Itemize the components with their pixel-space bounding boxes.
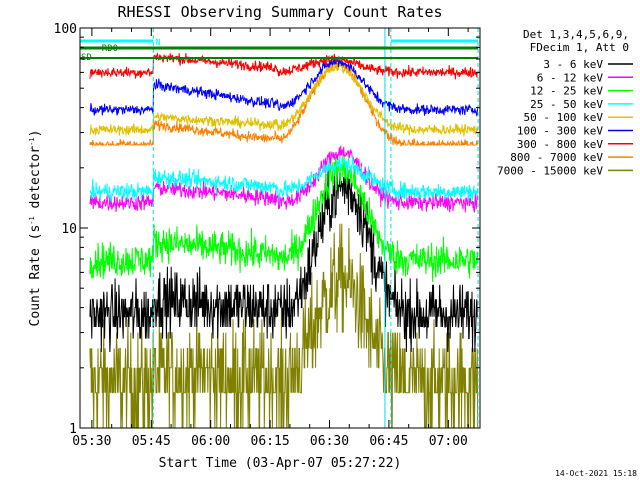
- x-tick-label-4: 06:30: [310, 434, 349, 449]
- y-tick-label-2: 100: [54, 22, 77, 37]
- band-label-n: N: [155, 38, 160, 48]
- series-line-7: [89, 58, 478, 147]
- x-tick-label-1: 05:45: [132, 434, 171, 449]
- series-line-3: [89, 155, 479, 203]
- series-line-0: [89, 164, 478, 353]
- y-axis-label-main: Count Rate (s: [28, 225, 43, 327]
- plot-layer: RD0 SD N 05:30 05:45 06:00 06:15 06:30 06:45 07:0…: [54, 22, 633, 449]
- legend-label-0: 3 - 6 keV: [543, 58, 603, 71]
- y-axis-label-end: ): [28, 130, 43, 138]
- x-tick-label-0: 05:30: [72, 434, 111, 449]
- legend-label-2: 12 - 25 keV: [530, 85, 603, 98]
- series-line-4: [89, 62, 479, 137]
- y-axis-label-sup1: -1: [28, 216, 36, 224]
- legend-header-line1: Det 1,3,4,5,6,9,: [523, 28, 629, 41]
- series-line-5: [89, 57, 479, 118]
- legend-label-4: 50 - 100 keV: [524, 111, 604, 124]
- x-tick-label-2: 06:00: [191, 434, 230, 449]
- series-line-1: [89, 145, 479, 213]
- legend-label-8: 7000 - 15000 keV: [497, 164, 603, 177]
- x-tick-label-5: 06:45: [369, 434, 408, 449]
- y-axis-label-mid: detector: [28, 146, 43, 217]
- x-tick-label-6: 07:00: [429, 434, 468, 449]
- legend-label-5: 100 - 300 keV: [517, 125, 603, 138]
- series-line-6: [89, 52, 479, 80]
- footer-timestamp: 14-Oct-2021 15:18: [555, 469, 637, 478]
- band-label-sd: SD: [81, 53, 92, 63]
- band-label-rd0: RD0: [102, 44, 118, 54]
- legend-header-line2: FDecim 1, Att 0: [530, 41, 629, 54]
- legend-label-6: 300 - 800 keV: [517, 138, 603, 151]
- y-axis-label: Count Rate (s-1 detector-1): [28, 130, 43, 327]
- series-line-2: [89, 156, 479, 283]
- legend-label-1: 6 - 12 keV: [537, 71, 604, 84]
- y-axis-label-sup2: -1: [28, 137, 36, 145]
- chart-title: RHESSI Observing Summary Count Rates: [117, 3, 442, 21]
- y-tick-label-0: 1: [69, 422, 77, 437]
- series-line-8: [89, 223, 479, 428]
- legend-label-3: 25 - 50 keV: [530, 98, 603, 111]
- y-tick-label-1: 10: [61, 222, 77, 237]
- x-tick-label-3: 06:15: [251, 434, 290, 449]
- series-group: [89, 52, 479, 428]
- legend-label-7: 800 - 7000 keV: [510, 151, 603, 164]
- x-axis-label: Start Time (03-Apr-07 05:27:22): [159, 456, 402, 471]
